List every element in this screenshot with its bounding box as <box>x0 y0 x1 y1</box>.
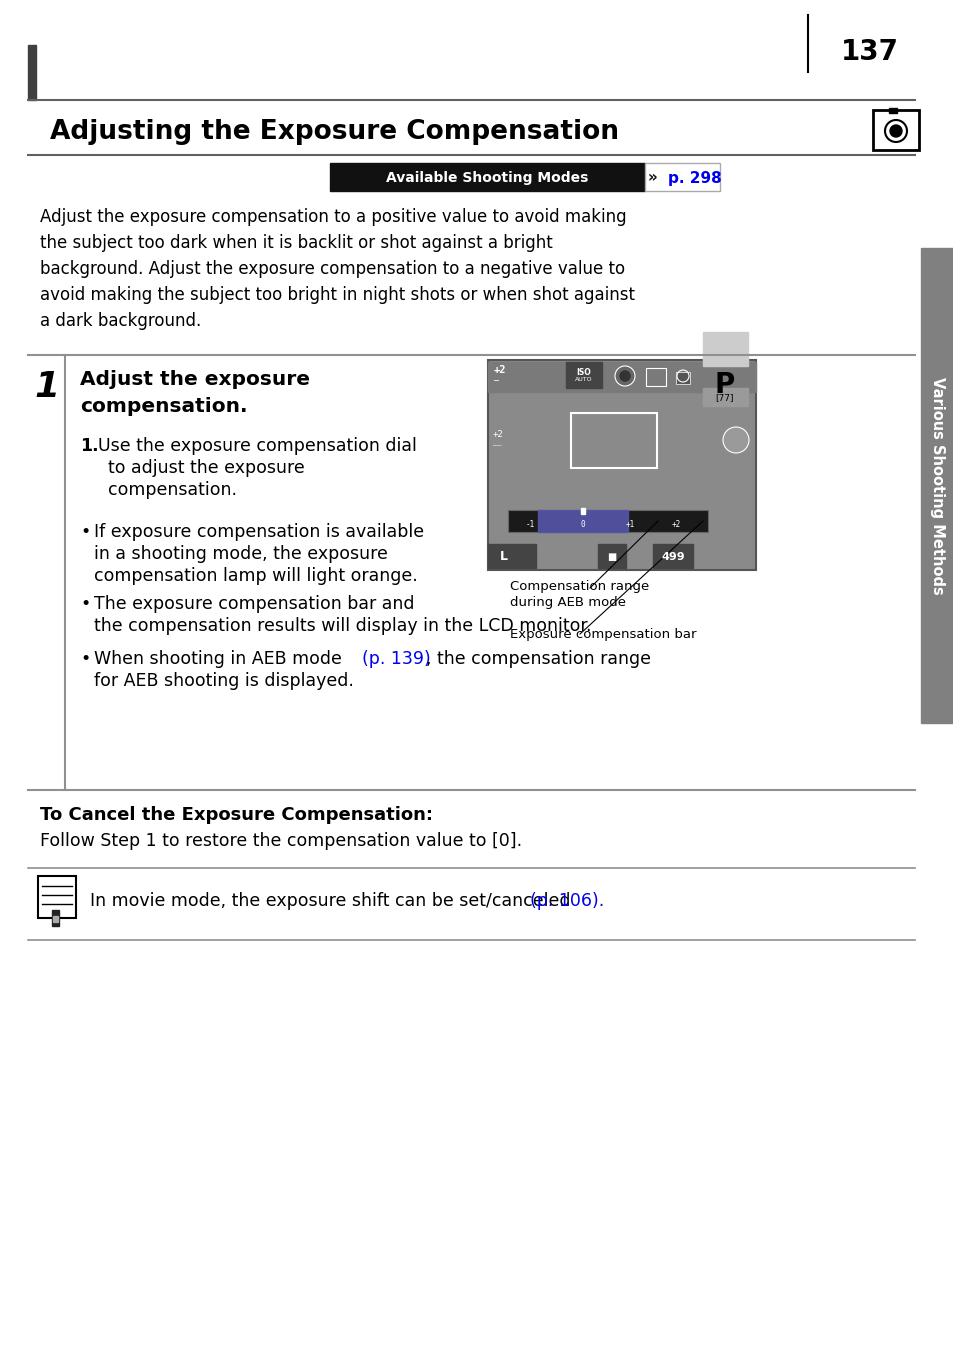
Text: P: P <box>714 371 735 399</box>
Text: Adjust the exposure compensation to a positive value to avoid making: Adjust the exposure compensation to a po… <box>40 208 626 226</box>
Bar <box>676 373 689 385</box>
Text: Available Shooting Modes: Available Shooting Modes <box>386 171 588 186</box>
Bar <box>28 44 36 100</box>
Bar <box>488 362 755 391</box>
Text: [77]: [77] <box>715 394 734 402</box>
Text: 137: 137 <box>841 38 898 66</box>
Text: To Cancel the Exposure Compensation:: To Cancel the Exposure Compensation: <box>40 806 433 824</box>
Text: 499: 499 <box>660 551 684 562</box>
Text: ——: —— <box>493 443 501 448</box>
Text: Follow Step 1 to restore the compensation value to [0].: Follow Step 1 to restore the compensatio… <box>40 833 521 850</box>
Text: for AEB shooting is displayed.: for AEB shooting is displayed. <box>94 672 354 690</box>
Bar <box>920 247 953 724</box>
Text: If exposure compensation is available: If exposure compensation is available <box>94 523 424 541</box>
Circle shape <box>619 371 629 381</box>
Text: 0: 0 <box>580 521 585 529</box>
Text: +2: +2 <box>493 430 503 438</box>
Text: Various Shooting Methods: Various Shooting Methods <box>929 377 944 594</box>
Text: •: • <box>80 523 91 541</box>
Bar <box>580 508 584 514</box>
Bar <box>702 332 747 366</box>
Text: in a shooting mode, the exposure: in a shooting mode, the exposure <box>94 545 388 564</box>
Text: the subject too dark when it is backlit or shot against a bright: the subject too dark when it is backlit … <box>40 234 552 252</box>
Text: (p. 139): (p. 139) <box>361 650 431 668</box>
Bar <box>644 163 720 191</box>
Text: -1: -1 <box>525 521 534 529</box>
Text: •: • <box>80 594 91 613</box>
Circle shape <box>615 366 635 386</box>
Text: , the compensation range: , the compensation range <box>426 650 650 668</box>
Text: to adjust the exposure: to adjust the exposure <box>108 459 304 477</box>
Text: +2: +2 <box>671 521 679 529</box>
Bar <box>52 911 59 925</box>
Text: ■: ■ <box>607 551 616 562</box>
Text: background. Adjust the exposure compensation to a negative value to: background. Adjust the exposure compensa… <box>40 260 624 278</box>
Bar <box>571 413 657 468</box>
Text: compensation.: compensation. <box>108 482 236 499</box>
Text: (p. 106).: (p. 106). <box>530 892 603 911</box>
Bar <box>330 163 644 191</box>
Bar <box>872 110 918 151</box>
Circle shape <box>722 426 748 453</box>
Bar <box>645 369 665 386</box>
Text: 1.: 1. <box>80 437 98 455</box>
Text: ISO: ISO <box>576 369 591 377</box>
Text: In movie mode, the exposure shift can be set/canceled: In movie mode, the exposure shift can be… <box>90 892 576 911</box>
Text: avoid making the subject too bright in night shots or when shot against: avoid making the subject too bright in n… <box>40 286 635 304</box>
Bar <box>488 360 755 570</box>
Text: AUTO: AUTO <box>575 377 592 382</box>
Text: When shooting in AEB mode: When shooting in AEB mode <box>94 650 347 668</box>
Bar <box>488 543 536 568</box>
Bar <box>38 876 76 919</box>
Bar <box>598 543 625 568</box>
Text: Use the exposure compensation dial: Use the exposure compensation dial <box>98 437 416 455</box>
Text: Adjust the exposure: Adjust the exposure <box>80 370 310 389</box>
Text: 1: 1 <box>34 370 59 404</box>
Text: p. 298: p. 298 <box>667 171 721 186</box>
Text: the compensation results will display in the LCD monitor.: the compensation results will display in… <box>94 617 591 635</box>
Text: +2: +2 <box>494 364 506 375</box>
Text: The exposure compensation bar and: The exposure compensation bar and <box>94 594 414 613</box>
Text: during AEB mode: during AEB mode <box>510 596 625 609</box>
Text: »: » <box>647 171 657 186</box>
Text: compensation.: compensation. <box>80 397 247 416</box>
Bar <box>652 543 692 568</box>
Bar <box>702 387 747 406</box>
Bar <box>537 510 627 533</box>
Text: —: — <box>494 377 498 385</box>
Text: Adjusting the Exposure Compensation: Adjusting the Exposure Compensation <box>50 118 618 145</box>
Text: a dark background.: a dark background. <box>40 312 201 330</box>
Circle shape <box>889 125 901 137</box>
Bar <box>507 510 707 533</box>
Text: L: L <box>499 550 507 564</box>
Text: Exposure compensation bar: Exposure compensation bar <box>510 628 696 642</box>
Text: +1: +1 <box>625 521 634 529</box>
Text: •: • <box>80 650 91 668</box>
Text: compensation lamp will light orange.: compensation lamp will light orange. <box>94 568 417 585</box>
Bar <box>565 362 601 387</box>
Bar <box>888 108 896 113</box>
Bar <box>53 916 58 923</box>
Text: Compensation range: Compensation range <box>510 580 649 593</box>
